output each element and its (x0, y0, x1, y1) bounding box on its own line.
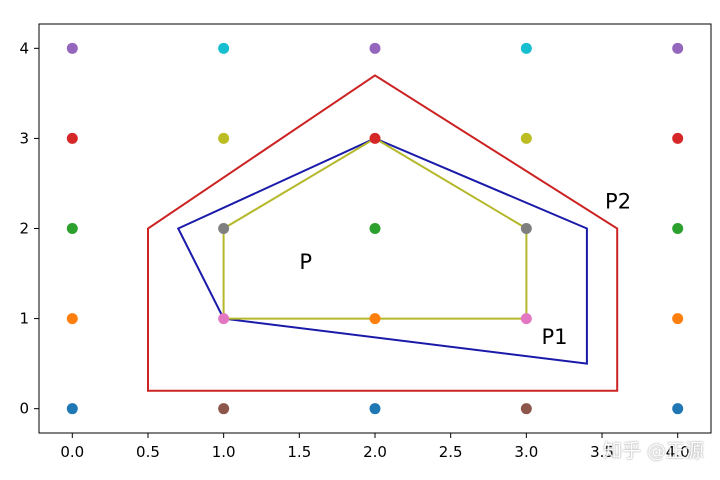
scatter-point-5 (66, 132, 78, 144)
x-tick-label: 1.5 (287, 443, 311, 461)
scatter-point-21 (218, 403, 230, 415)
scatter-point-18 (520, 313, 532, 325)
x-tick-label: 4.0 (666, 443, 690, 461)
annotation-label-p2: P2 (605, 190, 631, 214)
scatter-point-9 (672, 132, 684, 144)
watermark-text: 知乎 @正源 (602, 440, 704, 462)
scatter-point-0 (66, 42, 78, 54)
x-tick-label: 3.5 (590, 443, 614, 461)
scatter-point-4 (672, 42, 684, 54)
scatter-point-11 (218, 223, 230, 234)
annotation-label-p1: P1 (541, 325, 567, 349)
scatter-point-14 (672, 223, 684, 234)
scatter-point-24 (672, 403, 684, 415)
scatter-point-23 (520, 403, 532, 415)
scatter-point-19 (672, 313, 684, 325)
polygon-p (222, 137, 528, 320)
scatter-point-13 (520, 223, 532, 234)
y-tick-label: 3 (19, 129, 29, 147)
scatter-point-22 (369, 403, 381, 415)
y-tick-label: 0 (19, 400, 29, 418)
scatter-point-3 (520, 42, 532, 54)
scatter-point-17 (369, 313, 381, 325)
scatter-point-8 (520, 132, 532, 144)
polygon-p1 (176, 137, 588, 365)
scatter-point-20 (66, 403, 78, 415)
scatter-point-7 (369, 132, 381, 144)
x-tick-label: 0.0 (60, 443, 84, 461)
scatter-point-15 (66, 313, 78, 325)
annotation-label-p: P (299, 250, 312, 274)
scatter-point-6 (218, 132, 230, 144)
x-tick-label: 2.0 (363, 443, 387, 461)
scatter-point-10 (66, 223, 78, 234)
y-tick-label: 2 (19, 220, 29, 238)
scatter-point-2 (369, 42, 381, 54)
y-tick-label: 4 (19, 39, 29, 57)
x-tick-label: 3.0 (514, 443, 538, 461)
scatter-point-12 (369, 223, 381, 234)
x-tick-label: 0.5 (136, 443, 160, 461)
scatter-point-16 (218, 313, 230, 325)
polygon-p2 (147, 74, 619, 392)
x-tick-label: 1.0 (212, 443, 236, 461)
scatter-point-1 (218, 42, 230, 54)
y-tick-label: 1 (19, 310, 29, 328)
x-tick-label: 2.5 (439, 443, 463, 461)
